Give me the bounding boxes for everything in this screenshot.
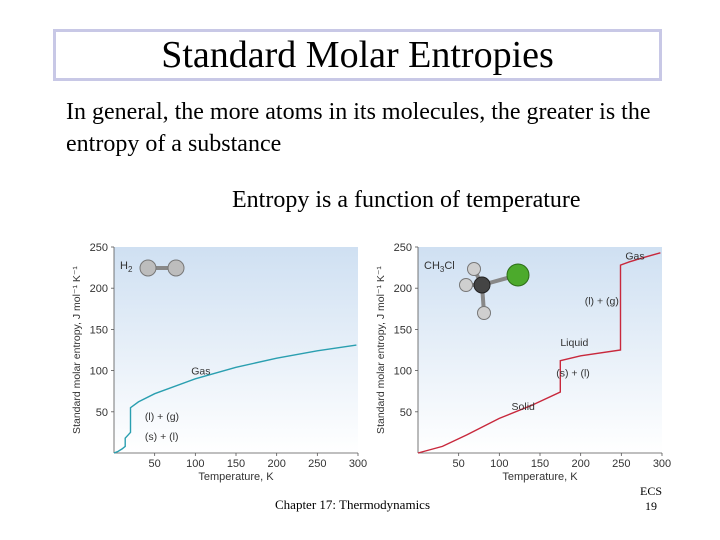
slide-title: Standard Molar Entropies xyxy=(161,34,554,76)
x-tick-label: 150 xyxy=(227,458,245,470)
x-tick-label: 300 xyxy=(349,458,367,470)
page-number: 19 xyxy=(645,499,657,513)
corner-label: ECS 19 xyxy=(640,484,662,514)
hydrogen-atom xyxy=(167,259,185,277)
ecs-label: ECS xyxy=(640,484,663,498)
subheading: Entropy is a function of temperature xyxy=(232,187,581,213)
annotation-label: (s) + (l) xyxy=(145,431,179,443)
y-tick-label: 200 xyxy=(90,283,108,295)
hydrogen-atom xyxy=(477,306,491,320)
ch3cl-entropy-chart: 50 100 150 200 250 300 50 100 150 200 250 Temperatu… xyxy=(372,233,672,485)
title-box: Standard Molar Entropies xyxy=(53,29,662,81)
y-axis-label: Standard molar entropy, J mol⁻¹ K⁻¹ xyxy=(71,266,83,434)
plot-background xyxy=(114,247,358,453)
footer-text: Chapter 17: Thermodynamics xyxy=(275,497,431,512)
x-tick-label: 250 xyxy=(308,458,326,470)
molecule-label: H2 xyxy=(120,260,133,274)
y-tick-label: 100 xyxy=(90,366,108,378)
y-tick-label: 150 xyxy=(394,324,412,336)
entropy-line xyxy=(113,344,357,454)
y-tick-label: 100 xyxy=(394,366,412,378)
x-tick-label: 200 xyxy=(571,458,589,470)
x-tick-label: 150 xyxy=(531,458,549,470)
x-axis-label: Temperature, K xyxy=(198,471,274,483)
annotation-label: (s) + (l) xyxy=(556,367,590,379)
y-tick-label: 250 xyxy=(90,242,108,254)
y-tick-label: 200 xyxy=(394,283,412,295)
molecule-model xyxy=(459,262,530,320)
x-tick-label: 200 xyxy=(267,458,285,470)
body-text: In general, the more atoms in its molecu… xyxy=(66,99,651,157)
entropy-line xyxy=(417,252,661,454)
y-tick-label: 150 xyxy=(90,324,108,336)
x-tick-label: 50 xyxy=(453,458,465,470)
annotation-label: (l) + (g) xyxy=(585,296,619,308)
x-tick-label: 300 xyxy=(653,458,671,470)
hydrogen-atom xyxy=(467,262,481,276)
x-axis-label: Temperature, K xyxy=(502,471,578,483)
molecule-model xyxy=(139,259,185,277)
hydrogen-atom xyxy=(459,278,473,292)
x-tick-label: 100 xyxy=(186,458,204,470)
chlorine-atom xyxy=(506,263,530,287)
hydrogen-atom xyxy=(139,259,157,277)
y-tick-label: 50 xyxy=(400,407,412,419)
annotation-label: Liquid xyxy=(560,337,588,349)
y-tick-label: 250 xyxy=(394,242,412,254)
x-tick-label: 250 xyxy=(612,458,630,470)
annotation-label: Solid xyxy=(512,401,536,413)
y-axis-label: Standard molar entropy, J mol⁻¹ K⁻¹ xyxy=(375,266,387,434)
molecule-label: CH3Cl xyxy=(424,260,455,274)
y-tick-label: 50 xyxy=(96,407,108,419)
annotation-label: (l) + (g) xyxy=(145,411,179,423)
h2-entropy-chart: 50 100 150 200 250 300 50 100 150 200 250 Temperatu… xyxy=(68,233,368,485)
x-tick-label: 100 xyxy=(490,458,508,470)
annotation-label: Gas xyxy=(191,366,210,378)
plot-background xyxy=(418,247,662,453)
x-tick-label: 50 xyxy=(149,458,161,470)
carbon-atom xyxy=(473,276,491,294)
annotation-label: Gas xyxy=(625,250,644,262)
